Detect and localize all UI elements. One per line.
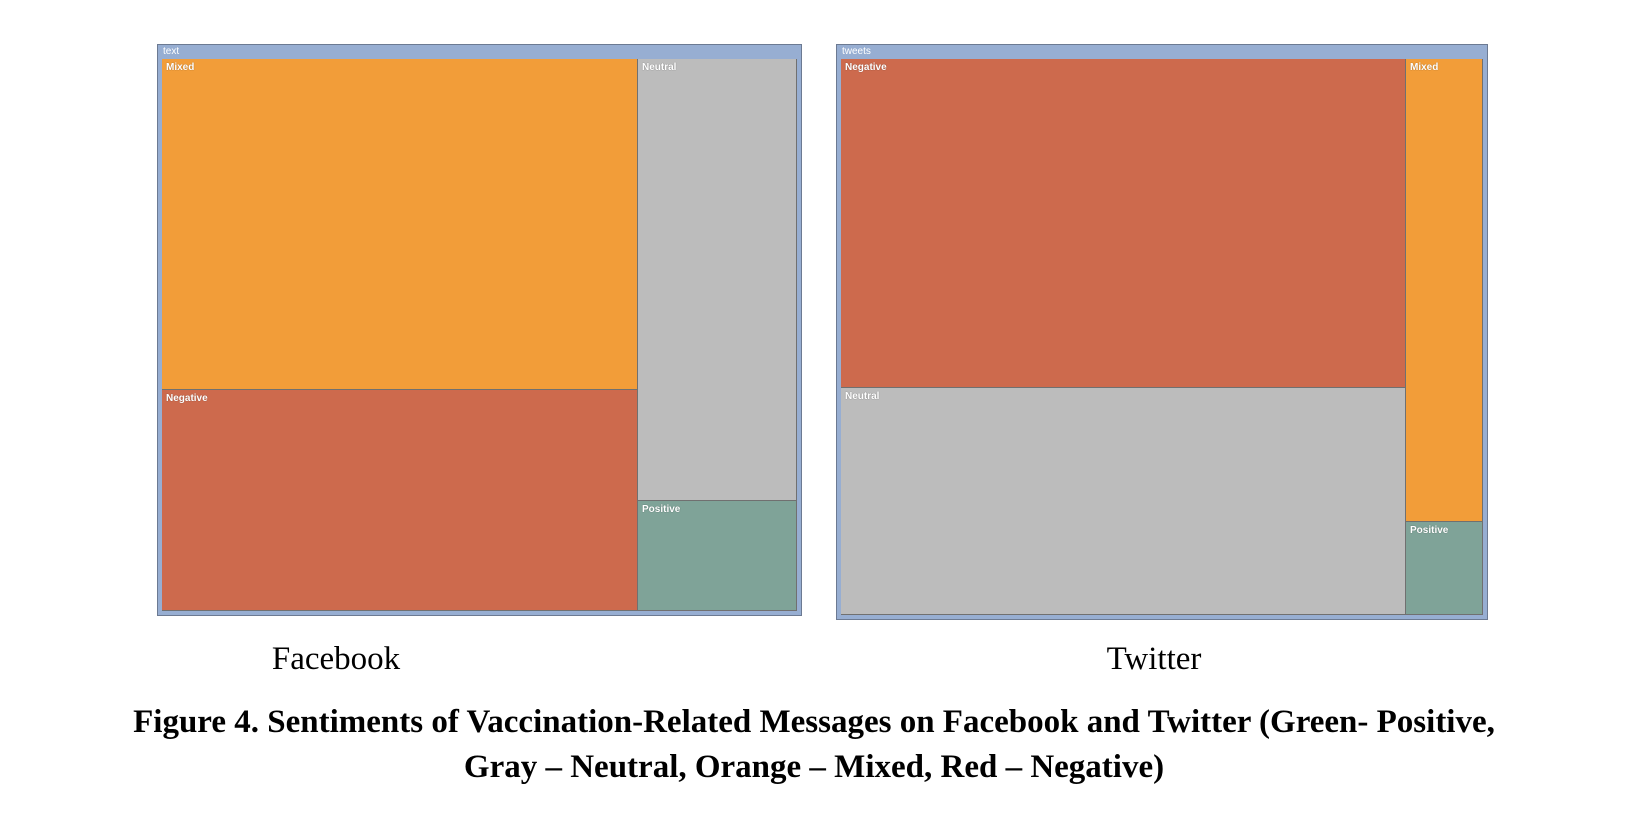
figure-caption-line-1: Figure 4. Sentiments of Vaccination-Rela… xyxy=(133,704,1495,740)
treemap-cell-label: Mixed xyxy=(166,62,195,73)
facebook-root-label: text xyxy=(163,46,180,57)
twitter-treemap-plot: Negative Neutral Mixed Positive xyxy=(841,59,1483,615)
facebook-treemap: text Mixed Negative Neutral Positive xyxy=(157,44,802,616)
treemap-cell-label: Positive xyxy=(642,504,681,515)
facebook-caption: Facebook xyxy=(271,641,401,677)
treemap-cell-mixed: Mixed xyxy=(162,59,638,390)
treemap-cell-label: Neutral xyxy=(845,391,880,402)
treemap-cell-positive: Positive xyxy=(638,501,797,611)
figure-caption: Figure 4. Sentiments of Vaccination-Rela… xyxy=(40,700,1588,790)
twitter-treemap: tweets Negative Neutral Mixed Positive xyxy=(836,44,1488,620)
treemap-cell-label: Negative xyxy=(845,62,887,73)
treemap-cell-negative: Negative xyxy=(162,390,638,611)
treemap-cell-label: Positive xyxy=(1410,525,1449,536)
treemap-cell-positive: Positive xyxy=(1406,522,1483,615)
twitter-root-label: tweets xyxy=(842,46,871,57)
treemap-cell-mixed: Mixed xyxy=(1406,59,1483,522)
twitter-caption: Twitter xyxy=(1106,641,1202,677)
figure-caption-line-2: Gray – Neutral, Orange – Mixed, Red – Ne… xyxy=(463,749,1165,785)
treemap-cell-label: Negative xyxy=(166,393,208,404)
treemap-cell-neutral: Neutral xyxy=(841,388,1406,615)
treemap-cell-negative: Negative xyxy=(841,59,1406,388)
facebook-treemap-plot: Mixed Negative Neutral Positive xyxy=(162,59,797,611)
treemap-cell-label: Neutral xyxy=(642,62,677,73)
treemap-cell-label: Mixed xyxy=(1410,62,1439,73)
treemap-cell-neutral: Neutral xyxy=(638,59,797,501)
